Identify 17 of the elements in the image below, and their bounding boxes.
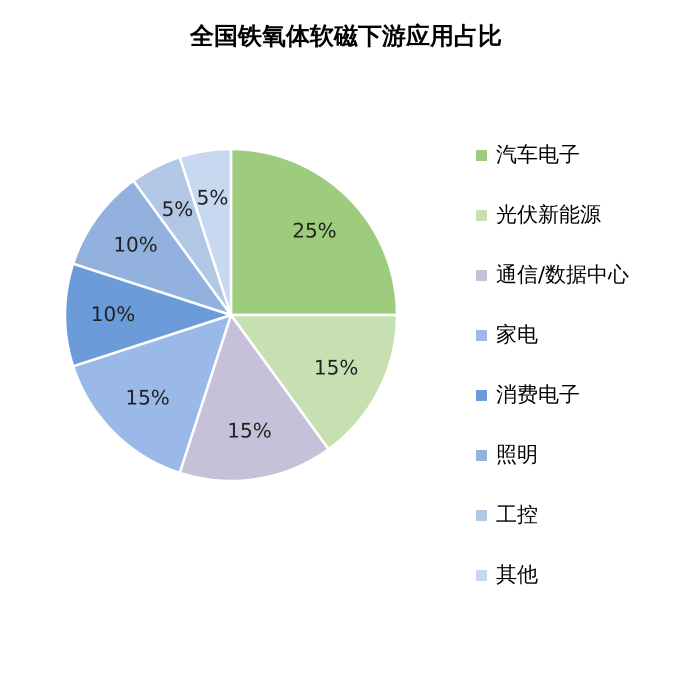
data-label: 10% — [90, 302, 136, 326]
data-label: 5% — [162, 196, 194, 221]
legend-label: 消费电子 — [496, 382, 580, 406]
data-label: 15% — [227, 418, 272, 443]
legend-label: 通信/数据中心 — [496, 262, 630, 286]
legend-label: 其他 — [496, 562, 538, 586]
legend-label: 工控 — [496, 502, 538, 526]
legend-label: 家电 — [496, 322, 538, 346]
legend-label: 照明 — [496, 442, 538, 466]
legend-label: 汽车电子 — [496, 142, 580, 166]
data-label: 5% — [196, 185, 228, 210]
chart-title: 全国铁氧体软磁下游应用占比 — [189, 22, 502, 50]
data-label: 10% — [113, 232, 158, 257]
legend-label: 光伏新能源 — [496, 202, 601, 226]
data-label: 15% — [314, 356, 358, 380]
data-label: 25% — [292, 218, 337, 243]
data-label: 15% — [125, 385, 170, 410]
